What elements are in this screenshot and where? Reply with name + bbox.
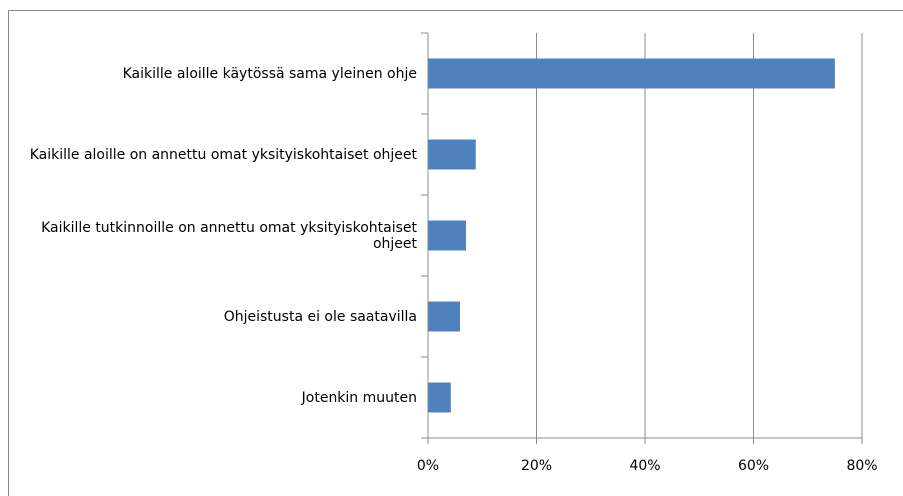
bar	[428, 220, 466, 251]
x-tick-label: 60%	[738, 458, 769, 474]
bar	[428, 139, 476, 170]
y-tick-label: Ohjeistusta ei ole saatavilla	[223, 308, 417, 325]
x-tick-label: 0%	[417, 458, 439, 474]
bar	[428, 301, 461, 332]
x-tick-label: 40%	[629, 458, 660, 474]
y-tick-label: Jotenkin muuten	[301, 389, 417, 406]
y-tick-label: Kaikille tutkinnoille on annettu omat yk…	[41, 219, 417, 252]
y-tick-label: Kaikille aloille on annettu omat yksityi…	[29, 146, 417, 163]
x-tick-label: 80%	[846, 458, 877, 474]
bar	[428, 58, 835, 89]
y-tick-label: Kaikille aloille käytössä sama yleinen o…	[122, 65, 417, 82]
chart-border	[8, 10, 903, 496]
bar	[428, 382, 451, 413]
x-tick-label: 20%	[521, 458, 552, 474]
